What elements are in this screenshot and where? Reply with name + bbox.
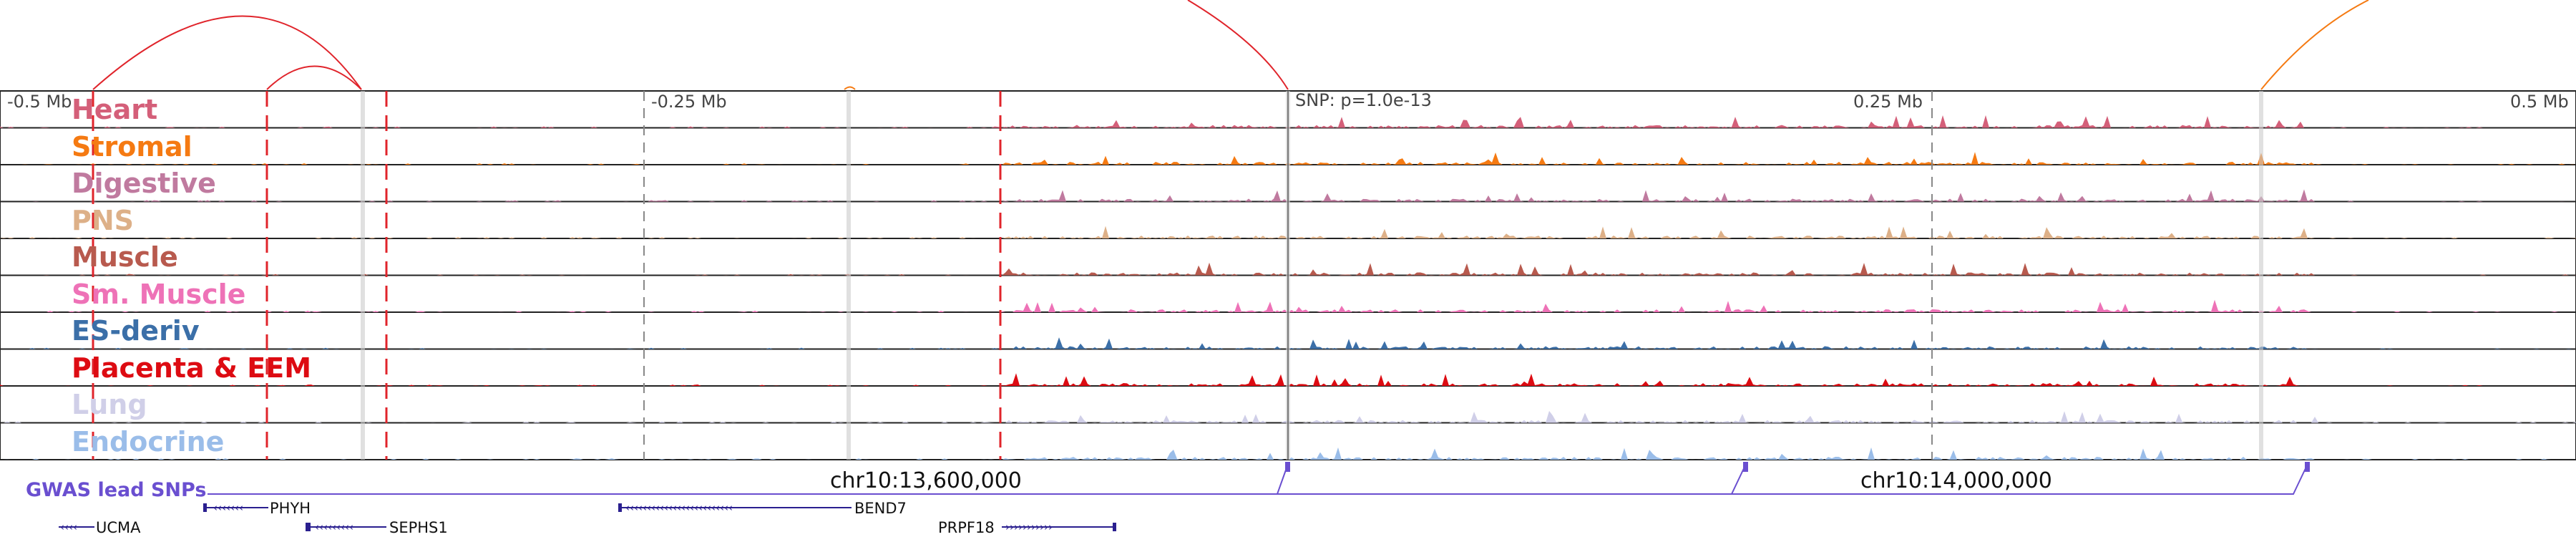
svg-text:‹‹‹‹‹‹‹‹‹: ‹‹‹‹‹‹‹‹‹ — [315, 521, 353, 533]
highlight-band — [361, 91, 365, 460]
track-label-heart: Heart — [72, 94, 157, 125]
gene-label: PHYH — [270, 500, 311, 517]
track-label-pns: PNS — [72, 205, 134, 236]
highlight-band — [847, 91, 851, 460]
track-label-sm-muscle: Sm. Muscle — [72, 279, 245, 310]
axis-tick-label: 0.25 Mb — [1853, 92, 1923, 112]
gwas-track: GWAS lead SNPs chr10:13,600,000 chr10:14… — [26, 462, 2310, 501]
svg-text:›››››››››››: ››››››››››› — [1005, 521, 1053, 533]
track-label-es-deriv: ES-deriv — [72, 315, 200, 347]
gene-label: UCMA — [96, 519, 141, 536]
loop-arc — [844, 86, 856, 90]
loop-arc — [266, 65, 362, 90]
gene-phyh[interactable]: ‹‹‹‹‹‹‹ PHYH — [203, 500, 311, 517]
axis-tick-label: SNP: p=1.0e-13 — [1295, 90, 1432, 110]
gwas-connector-line — [208, 463, 2308, 495]
signal-digestive — [0, 189, 2576, 202]
gwas-snp-marker — [2305, 462, 2310, 472]
track-label-endocrine: Endocrine — [72, 426, 224, 458]
gwas-snp-marker — [1285, 462, 1290, 472]
coordinate-label: chr10:13,600,000 — [830, 468, 1022, 493]
gwas-track-title: GWAS lead SNPs — [26, 479, 206, 501]
highlight-band — [2259, 91, 2263, 460]
gene-ucma[interactable]: ‹‹‹‹ UCMA — [59, 519, 141, 536]
axis-tick-label: -0.5 Mb — [7, 92, 72, 112]
gene-track: ‹‹‹‹‹‹‹ PHYH ‹‹‹‹ UCMA ‹‹‹‹‹‹‹‹‹ SEPHS1 … — [59, 500, 1116, 536]
gene-prpf18[interactable]: ››››››››››› PRPF18 — [938, 519, 1116, 536]
loop-arc — [92, 15, 362, 90]
svg-text:‹‹‹‹‹‹‹‹‹‹‹‹‹‹‹‹‹‹‹‹‹‹‹‹‹: ‹‹‹‹‹‹‹‹‹‹‹‹‹‹‹‹‹‹‹‹‹‹‹‹‹ — [625, 501, 733, 514]
track-labels: Heart Stromal Digestive PNS Muscle Sm. M… — [72, 94, 311, 458]
axis-tick-label: -0.25 Mb — [651, 92, 727, 112]
track-label-placenta: Placenta & EEM — [72, 352, 311, 384]
coordinate-label: chr10:14,000,000 — [1860, 468, 2052, 493]
svg-text:‹‹‹‹‹‹‹: ‹‹‹‹‹‹‹ — [213, 501, 243, 514]
gwas-snp-marker — [1743, 462, 1748, 472]
position-axis: -0.5 Mb -0.25 Mb SNP: p=1.0e-13 0.25 Mb … — [7, 90, 2569, 112]
gene-sephs1[interactable]: ‹‹‹‹‹‹‹‹‹ SEPHS1 — [306, 519, 448, 536]
axis-tick-label: 0.5 Mb — [2510, 92, 2569, 112]
track-label-lung: Lung — [72, 389, 147, 420]
interaction-arcs — [92, 0, 2369, 90]
track-label-stromal: Stromal — [72, 131, 192, 163]
track-label-digestive: Digestive — [72, 168, 216, 199]
gene-label: PRPF18 — [938, 519, 995, 536]
snp-marker-lines — [92, 91, 2263, 460]
gene-bend7[interactable]: ‹‹‹‹‹‹‹‹‹‹‹‹‹‹‹‹‹‹‹‹‹‹‹‹‹ BEND7 — [618, 500, 907, 517]
signal-heart — [0, 115, 2576, 128]
gene-label: BEND7 — [854, 500, 907, 517]
loop-arc — [2260, 0, 2369, 90]
loop-arc — [1187, 0, 1289, 90]
track-label-muscle: Muscle — [72, 241, 178, 273]
gene-label: SEPHS1 — [389, 519, 448, 536]
svg-text:‹‹‹‹: ‹‹‹‹ — [60, 521, 77, 533]
